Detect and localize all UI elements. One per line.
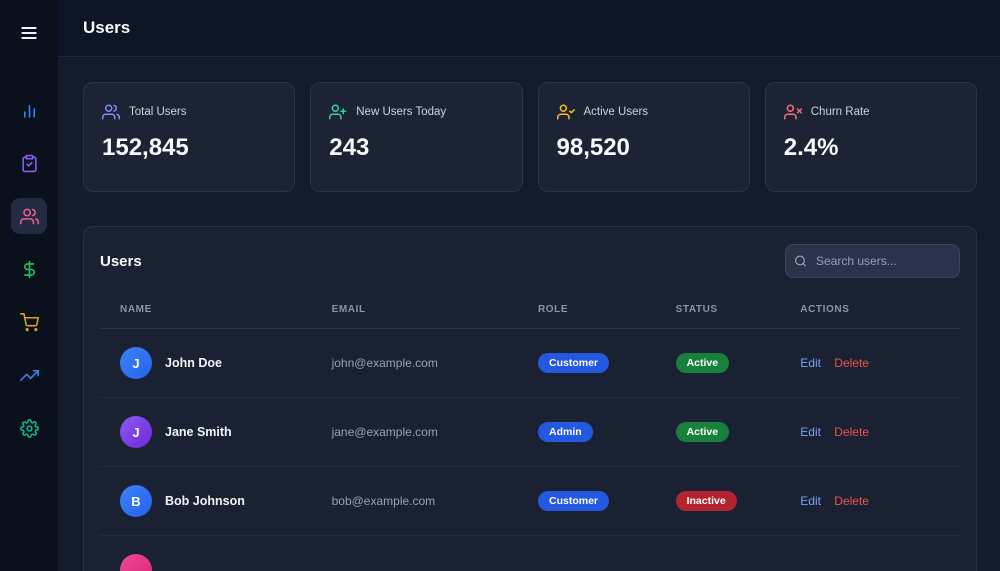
stat-cards: Total Users 152,845 New Users Today 243 … [83,82,977,192]
table-row: J Jane Smith jane@example.com Admin Acti… [100,397,960,467]
stat-card-new-users: New Users Today 243 [310,82,523,192]
user-email: jane@example.com [323,397,530,467]
clipboard-check-icon [21,154,37,172]
status-badge: Inactive [675,490,737,512]
sidebar-item-growth[interactable] [11,357,47,393]
column-header-actions: ACTIONS [792,298,960,329]
sidebar-item-revenue[interactable] [11,251,47,287]
sidebar-item-orders[interactable] [11,145,47,181]
sidebar-item-settings[interactable] [11,410,47,446]
edit-button[interactable]: Edit [800,494,821,508]
stat-card-active-users: Active Users 98,520 [537,82,750,192]
bar-chart-icon [23,104,35,118]
users-icon [102,104,120,120]
stat-value: 98,520 [556,134,630,161]
stat-label: Total Users [129,106,187,118]
delete-button[interactable]: Delete [834,494,869,508]
table-row: B Bob Johnson bob@example.com Customer I… [100,466,960,536]
avatar [120,554,152,571]
main-area: Users Total Users 152,845 New Users Toda… [58,0,1000,571]
role-badge: Customer [537,490,609,512]
avatar: B [120,485,152,517]
stat-card-total-users: Total Users 152,845 [83,82,296,192]
user-name: John Doe [165,356,222,370]
stat-value: 243 [329,134,370,161]
users-panel: Users NAME EMAIL ROLE [83,226,977,571]
user-name: Jane Smith [165,425,232,439]
table-row: J John Doe john@example.com Customer Act… [100,328,960,398]
panel-header: Users [100,227,960,298]
sidebar-item-users[interactable] [11,198,47,234]
user-email: bob@example.com [323,466,530,536]
delete-button[interactable]: Delete [834,356,869,370]
user-x-icon [783,104,802,120]
content: Total Users 152,845 New Users Today 243 … [58,57,1000,571]
hamburger-icon [21,27,37,39]
top-header: Users [58,0,1000,57]
sidebar-nav [11,92,47,446]
stat-card-churn-rate: Churn Rate 2.4% [764,82,977,192]
gear-icon [19,418,39,438]
sidebar [0,0,58,571]
column-header-status: STATUS [667,298,793,329]
user-name: Bob Johnson [165,494,245,508]
page-title: Users [83,18,131,37]
stat-value: 152,845 [102,134,189,161]
column-header-name: NAME [100,298,324,329]
trending-up-icon [19,369,39,381]
search-box [785,244,960,278]
stat-label: Churn Rate [810,106,870,118]
avatar: J [120,347,152,379]
status-badge: Active [675,421,730,443]
users-table: NAME EMAIL ROLE STATUS ACTIONS J [100,298,960,571]
table-row-partial [100,536,960,571]
cart-icon [19,312,39,331]
sidebar-item-products[interactable] [11,304,47,340]
user-email: john@example.com [323,328,530,398]
table-header-row: NAME EMAIL ROLE STATUS ACTIONS [100,298,960,329]
search-input[interactable] [785,244,960,278]
edit-button[interactable]: Edit [800,356,821,370]
users-icon [19,208,39,224]
user-plus-icon [329,104,347,120]
column-header-role: ROLE [529,298,668,329]
column-header-email: EMAIL [323,298,530,329]
role-badge: Customer [537,352,609,374]
stat-value: 2.4% [783,134,839,161]
avatar: J [120,416,152,448]
sidebar-item-analytics[interactable] [11,92,47,128]
dollar-icon [23,260,35,278]
stat-label: Active Users [583,106,649,118]
panel-title: Users [100,252,142,270]
role-badge: Admin [537,421,593,443]
status-badge: Active [675,352,730,374]
delete-button[interactable]: Delete [834,425,869,439]
menu-button[interactable] [14,18,44,48]
stat-label: New Users Today [356,106,447,118]
edit-button[interactable]: Edit [800,425,821,439]
user-check-icon [556,104,575,120]
